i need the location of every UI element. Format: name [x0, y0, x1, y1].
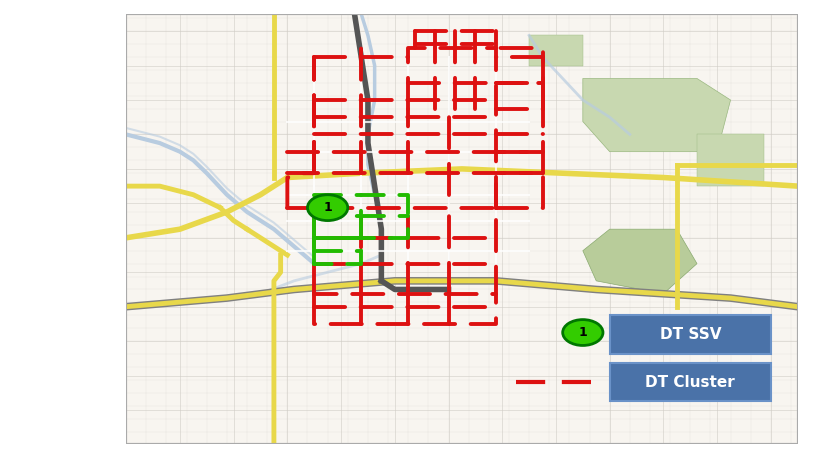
FancyBboxPatch shape [610, 363, 771, 401]
Bar [529, 35, 583, 66]
Text: 1: 1 [579, 326, 587, 339]
Polygon shape [583, 229, 697, 294]
FancyBboxPatch shape [610, 315, 771, 354]
Bar [697, 134, 764, 186]
Text: DT Cluster: DT Cluster [646, 375, 735, 389]
Circle shape [308, 195, 348, 220]
Text: DT SSV: DT SSV [659, 327, 721, 342]
Text: 1: 1 [323, 201, 332, 214]
Circle shape [562, 319, 603, 345]
Polygon shape [583, 78, 731, 152]
